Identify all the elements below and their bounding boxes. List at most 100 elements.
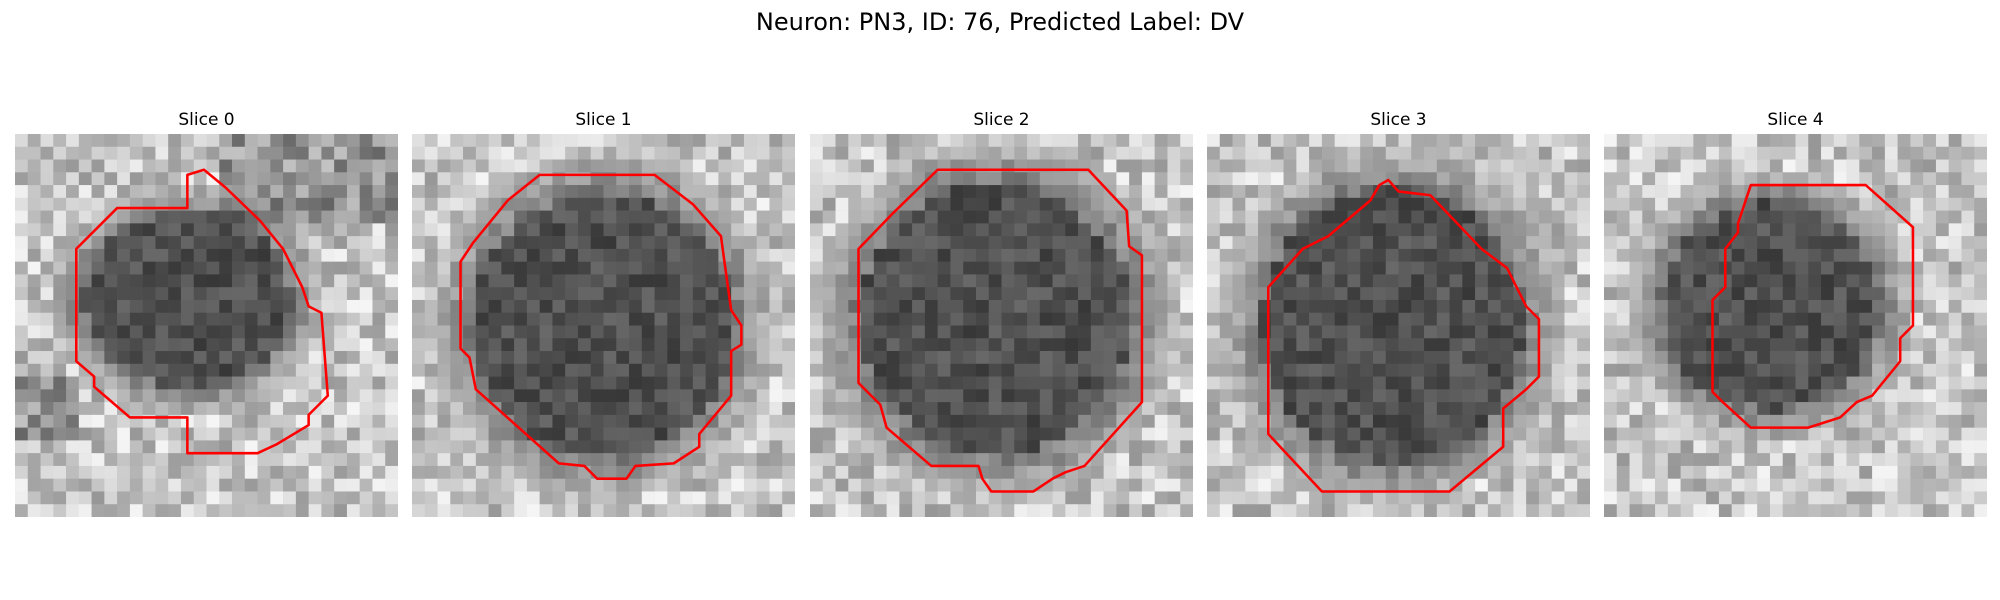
pixel bbox=[40, 236, 54, 250]
pixel bbox=[1449, 453, 1463, 467]
pixel bbox=[1207, 478, 1221, 492]
pixel bbox=[654, 261, 668, 275]
pixel bbox=[1538, 261, 1552, 275]
pixel bbox=[142, 478, 156, 492]
pixel bbox=[756, 402, 770, 416]
pixel bbox=[1948, 325, 1962, 339]
pixel bbox=[232, 351, 246, 365]
pixel bbox=[1039, 261, 1053, 275]
pixel bbox=[654, 491, 668, 505]
pixel bbox=[680, 440, 694, 454]
pixel bbox=[1309, 312, 1323, 326]
pixel bbox=[270, 504, 284, 517]
pixel bbox=[1577, 146, 1590, 160]
pixel bbox=[1821, 312, 1835, 326]
pixel bbox=[501, 274, 515, 288]
pixel bbox=[488, 427, 502, 441]
pixel bbox=[1859, 261, 1873, 275]
pixel bbox=[718, 440, 732, 454]
pixel bbox=[1564, 414, 1578, 428]
pixel bbox=[705, 376, 719, 390]
pixel bbox=[873, 172, 887, 186]
pixel bbox=[1487, 427, 1501, 441]
pixel bbox=[1001, 210, 1015, 224]
pixel bbox=[1462, 427, 1476, 441]
pixel bbox=[1500, 504, 1514, 517]
pixel bbox=[552, 197, 566, 211]
pixel bbox=[1129, 261, 1143, 275]
pixel bbox=[835, 504, 849, 517]
pixel bbox=[1449, 376, 1463, 390]
pixel bbox=[654, 440, 668, 454]
pixel bbox=[731, 287, 745, 301]
pixel bbox=[437, 312, 451, 326]
pixel bbox=[680, 402, 694, 416]
pixel bbox=[1398, 197, 1412, 211]
pixel bbox=[1449, 351, 1463, 365]
pixel bbox=[1821, 478, 1835, 492]
pixel bbox=[180, 210, 194, 224]
pixel bbox=[835, 159, 849, 173]
pixel bbox=[1757, 389, 1771, 403]
pixel bbox=[1513, 478, 1527, 492]
pixel bbox=[78, 351, 92, 365]
pixel bbox=[1360, 453, 1374, 467]
pixel bbox=[1551, 274, 1565, 288]
pixel bbox=[1923, 134, 1937, 148]
pixel bbox=[1872, 465, 1886, 479]
pixel bbox=[385, 491, 398, 505]
pixel bbox=[1629, 185, 1643, 199]
pixel bbox=[756, 491, 770, 505]
pixel bbox=[206, 146, 220, 160]
pixel bbox=[1757, 223, 1771, 237]
pixel bbox=[1564, 146, 1578, 160]
pixel bbox=[1604, 312, 1618, 326]
pixel bbox=[1948, 504, 1962, 517]
pixel bbox=[1680, 261, 1694, 275]
pixel bbox=[1065, 299, 1079, 313]
pixel bbox=[283, 146, 297, 160]
pixel bbox=[1283, 504, 1297, 517]
pixel bbox=[295, 197, 309, 211]
pixel bbox=[1449, 414, 1463, 428]
pixel bbox=[526, 325, 540, 339]
pixel bbox=[1385, 389, 1399, 403]
pixel bbox=[848, 236, 862, 250]
pixel bbox=[629, 338, 643, 352]
pixel bbox=[1321, 325, 1335, 339]
pixel bbox=[1039, 453, 1053, 467]
pixel bbox=[206, 248, 220, 262]
pixel bbox=[1642, 274, 1656, 288]
pixel bbox=[193, 440, 207, 454]
pixel bbox=[450, 223, 464, 237]
pixel bbox=[1180, 172, 1193, 186]
pixel bbox=[1731, 185, 1745, 199]
pixel bbox=[1001, 236, 1015, 250]
pixel bbox=[950, 427, 964, 441]
pixel bbox=[1116, 478, 1130, 492]
pixel bbox=[1577, 274, 1590, 288]
pixel bbox=[835, 172, 849, 186]
pixel bbox=[912, 236, 926, 250]
pixel bbox=[1808, 172, 1822, 186]
pixel bbox=[912, 440, 926, 454]
pixel bbox=[886, 312, 900, 326]
pixel bbox=[616, 248, 630, 262]
pixel bbox=[1296, 172, 1310, 186]
pixel bbox=[1475, 146, 1489, 160]
pixel bbox=[731, 299, 745, 313]
pixel bbox=[1436, 159, 1450, 173]
pixel bbox=[1795, 325, 1809, 339]
pixel bbox=[232, 299, 246, 313]
pixel bbox=[1372, 414, 1386, 428]
pixel bbox=[1014, 478, 1028, 492]
pixel bbox=[937, 504, 951, 517]
pixel bbox=[1564, 299, 1578, 313]
pixel bbox=[437, 491, 451, 505]
pixel bbox=[731, 440, 745, 454]
pixel bbox=[1411, 172, 1425, 186]
pixel bbox=[129, 287, 143, 301]
pixel bbox=[1027, 389, 1041, 403]
pixel bbox=[334, 210, 348, 224]
pixel bbox=[1090, 491, 1104, 505]
